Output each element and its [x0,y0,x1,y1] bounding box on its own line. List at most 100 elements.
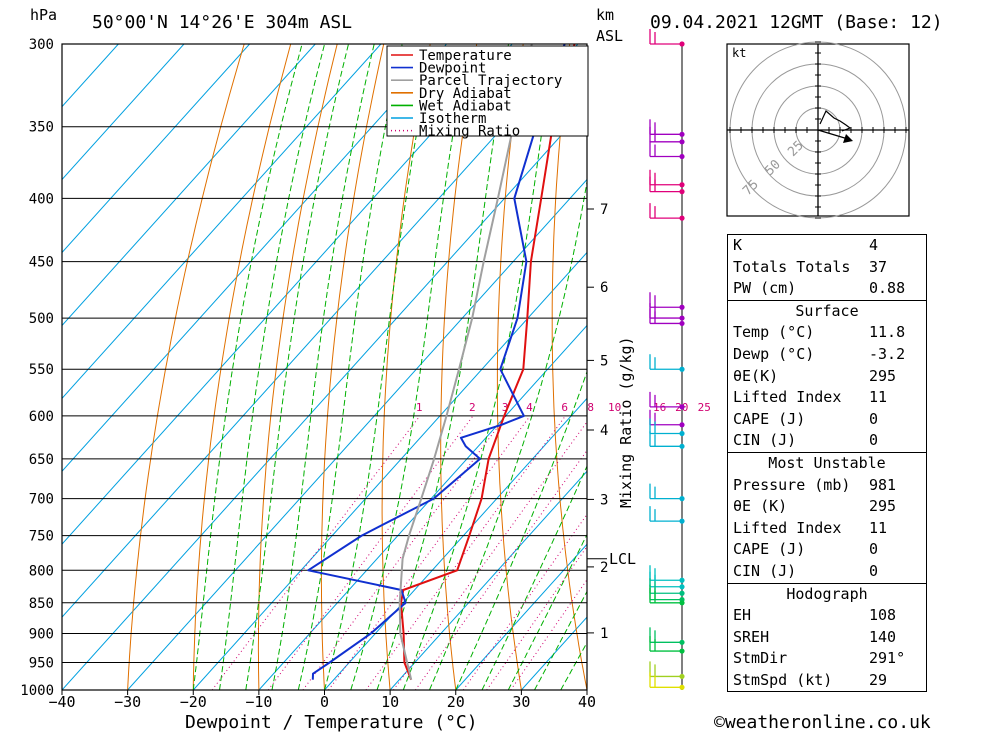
mixing-ratio-line [393,421,587,690]
pressure-tick-label: 650 [29,452,54,468]
mixing-ratio-line [365,415,566,690]
index-row: Pressure (mb) 981 [728,475,926,497]
mixing-ratio-label: 6 [561,401,568,414]
index-row: θE(K) 295 [728,366,926,388]
index-row: CAPE (J) 0 [728,409,926,431]
x-tick-label: −30 [114,693,141,711]
index-value: 108 [869,606,897,625]
mixing-ratio-label: 3 [502,401,509,414]
index-key: CAPE (J) [733,409,806,428]
x-tick-label: 30 [512,693,530,711]
index-row: EH 108 [728,605,926,627]
pressure-tick-label: 1000 [20,683,54,699]
wet-adiabat-line [534,590,587,690]
mixing-ratio-line [510,578,587,690]
index-value: 11 [869,388,888,407]
wind-barb [649,141,685,160]
isotherm-line [455,543,587,690]
index-value: -3.2 [869,344,906,363]
index-value: 140 [869,627,897,646]
index-key: Temp (°C) [733,323,815,342]
pressure-tick-label: 450 [29,255,54,271]
pressure-tick-label: 750 [29,529,54,545]
pressure-tick-label: 300 [29,37,54,53]
index-key: Lifted Index [733,518,842,537]
wet-adiabat-line [245,44,349,690]
index-section-title: Most Unstable [768,453,886,472]
wind-barb [649,203,685,221]
x-tick-label: 10 [381,693,399,711]
datetime-label: 09.04.2021 12GMT (Base: 12) [650,12,943,33]
index-row: StmDir 291° [728,648,926,670]
index-key: PW (cm) [733,279,797,298]
pressure-unit-label: hPa [30,6,57,24]
legend-label: Dewpoint [419,61,486,77]
wet-adiabat-line [324,44,434,690]
index-key: CAPE (J) [733,540,806,559]
index-row: Totals Totals 37 [728,257,926,279]
index-key: StmDir [733,649,788,668]
wind-barb [649,587,685,606]
hodograph-unit-label: kt [732,46,746,60]
mixing-ratio-axis-title: Mixing Ratio (g/kg) [617,336,635,508]
index-row: Lifted Index 11 [728,387,926,409]
wet-adiabat-line [455,370,587,690]
km-tick-label: 2 [600,560,608,576]
wind-barb [649,418,685,437]
x-axis-title: Dewpoint / Temperature (°C) [185,712,478,733]
dry-adiabat-line [127,44,245,690]
mixing-ratio-line [414,449,587,690]
index-row: θE (K) 295 [728,496,926,518]
pressure-tick-label: 700 [29,492,54,508]
index-value: 295 [869,497,897,516]
altitude-unit-km: km [596,6,614,24]
dry-adiabat-line [988,44,1000,690]
indices-panel: K 4 Totals Totals 37 PW (cm) 0.88 Surface Temp … [727,234,927,693]
lcl-label: LCL [609,550,636,568]
legend-label: Parcel Trajectory [419,73,562,89]
index-key: Pressure (mb) [733,475,851,494]
index-value: 11 [869,518,888,537]
index-value: 0 [869,409,879,428]
pressure-tick-label: 850 [29,596,54,612]
isotherm-line [389,470,587,690]
temperature-profile [400,44,576,681]
wet-adiabat-line [219,44,326,690]
index-value: 0.88 [869,279,906,298]
mixing-ratio-line [211,415,421,690]
km-tick-label: 6 [600,280,608,296]
isotherm-line [62,44,316,327]
isotherm-line [62,44,185,181]
wet-adiabat-line [481,464,587,690]
x-tick-label: 0 [320,693,329,711]
mixing-ratio-label: 10 [608,401,621,414]
isotherm-line [62,44,119,108]
mixing-ratio-label: 4 [526,401,533,414]
wind-barb [649,672,685,690]
wind-barb [649,483,685,502]
index-value: 37 [869,257,888,276]
pressure-tick-label: 400 [29,191,54,207]
isotherm-line [127,178,587,690]
dry-adiabat-line [942,44,1000,690]
index-key: K [733,236,743,254]
index-section: K 4 Totals Totals 37 PW (cm) 0.88 [727,234,927,301]
index-key: EH [733,606,752,625]
index-section-title: Hodograph [786,584,868,603]
index-row: Dewp (°C) -3.2 [728,344,926,366]
index-key: CIN (J) [733,431,797,450]
legend-label: Dry Adiabat [419,86,512,102]
isotherm-line [62,105,587,690]
legend-label: Temperature [419,48,512,64]
mixing-ratio-label: 25 [698,401,711,414]
legend-label: Isotherm [419,111,486,127]
index-row: Lifted Index 11 [728,518,926,540]
x-tick-label: 40 [578,693,596,711]
wind-barb [649,126,685,145]
index-key: StmSpd (kt) [733,670,833,689]
isotherm-line [62,44,382,400]
isotherm-line [258,324,587,690]
storm-motion-vector [817,129,849,140]
isotherm-line [62,44,513,545]
